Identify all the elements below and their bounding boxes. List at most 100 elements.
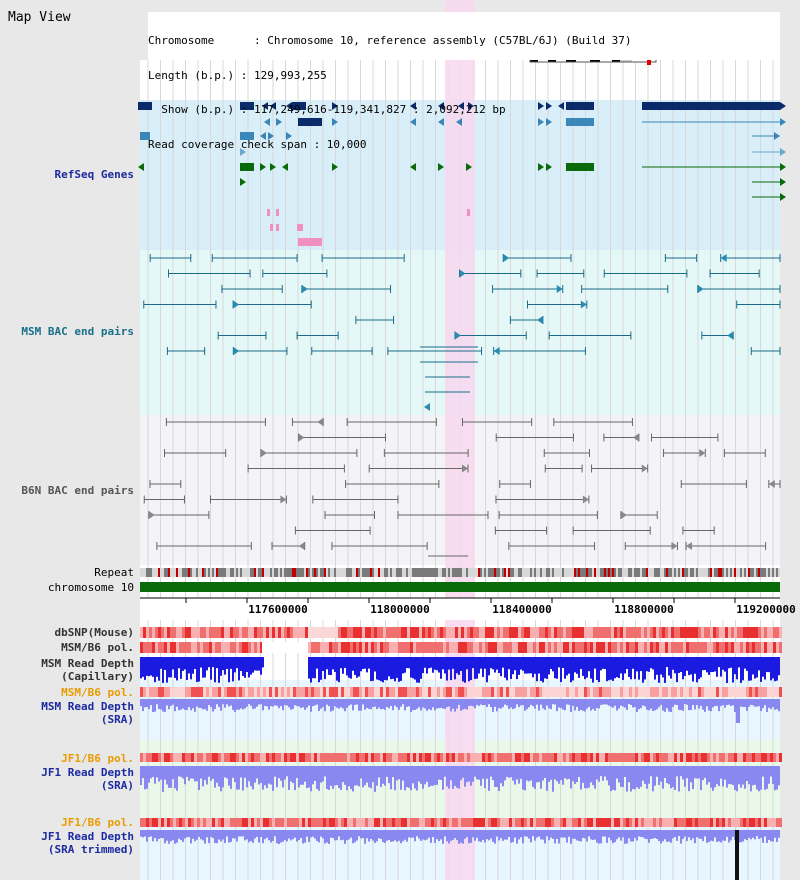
msm-sra-depth-bar [578,699,580,711]
jf1-trimmed-depth-bar [658,830,660,841]
msm-capillary-depth-bar [350,657,352,679]
msm-capillary-depth-bar [502,657,504,668]
msm-sra-depth-bar [270,699,272,707]
dbsnp-cell [524,627,527,638]
jf1-sra-depth-bar [414,766,416,789]
repeat-tick [196,568,198,577]
dbsnp-cell [593,627,596,638]
jf1-pol-cell [191,753,194,762]
jf1-trimmed-depth-bar [650,830,652,839]
repeat-tick [284,568,286,577]
repeat-tick [744,568,746,577]
jf1-pol-cell [635,753,638,762]
msm-pol-cell [524,642,527,653]
jf1-trimmed-depth-bar [618,830,620,838]
dbsnp-cell [383,627,386,638]
msm-sra-pol-cell [680,687,683,697]
msm-sra-depth-bar [550,699,552,710]
msm-sra-depth-bar [162,699,164,712]
msm-sra-depth-bar [210,699,212,708]
msm-sra-depth-bar [718,699,720,712]
repeat-tick [198,568,200,577]
jf1-pol2-cell [359,818,362,827]
dbsnp-cell [368,627,371,638]
jf1-sra-depth-bar [758,766,760,792]
dbsnp-cell [176,627,179,638]
msm-pol-cell [350,642,353,653]
repeat-tick [242,568,244,577]
msm-pol-cell [434,642,437,653]
msm-sra-depth-bar [332,699,334,711]
jf1-trimmed-depth-bar [576,830,578,841]
msm-capillary-depth-bar [478,657,480,674]
msm-capillary-depth-bar [348,657,350,678]
track-label-msm-depth-capillary-sub: (Capillary) [61,670,134,683]
repeat-tick [498,568,500,577]
jf1-pol2-cell [386,818,389,827]
jf1-sra-depth-bar [624,766,626,778]
jf1-trimmed-depth-bar [346,830,348,841]
jf1-sra-depth-bar [576,766,578,783]
jf1-pol-cell [692,753,695,762]
jf1-trimmed-depth-bar [252,830,254,843]
msm-sra-pol-cell [521,687,524,697]
msm-capillary-depth-bar [214,657,216,683]
msm-sra-depth-bar [470,699,472,706]
msm-capillary-depth-bar [560,657,562,683]
msm-sra-pol-cell [545,687,548,697]
repeat-tick [168,568,170,577]
msm-sra-depth-bar [196,699,198,707]
msm-capillary-depth-bar [622,657,624,680]
dbsnp-cell [308,627,338,638]
repeat-tick [156,568,158,577]
jf1-trimmed-depth-bar [508,830,510,837]
msm-capillary-depth-bar [158,657,160,681]
dbsnp-cell [221,627,224,638]
jf1-trimmed-depth-bar [240,830,242,837]
msm-pol-cell [578,642,581,653]
jf1-pol2-cell [530,818,533,827]
repeat-tick [210,568,212,577]
jf1-sra-depth-bar [238,766,240,790]
msm-pol-cell [353,642,356,653]
msm-pol-cell [482,642,485,653]
dbsnp-cell [194,627,197,638]
msm-sra-depth-bar [324,699,326,712]
msm-sra-pol-cell [512,687,515,697]
msm-sra-depth-bar [336,699,338,708]
repeat-tick [442,568,444,577]
jf1-pol2-cell [218,818,221,827]
jf1-pol2-cell [764,818,767,827]
track-label-msm-bac: MSM BAC end pairs [21,325,134,338]
arrow-glyph [438,102,444,110]
jf1-sra-depth-bar [372,766,374,783]
repeat-tick [350,568,352,577]
msm-sra-depth-bar [168,699,170,710]
dbsnp-cell [602,627,605,638]
jf1-trimmed-depth-bar [310,830,312,838]
dbsnp-cell [299,627,302,638]
msm-pol-cell [758,642,761,653]
repeat-tick [754,568,756,577]
msm-pol-cell [215,642,218,653]
msm-pol-cell [452,642,455,653]
jf1-sra-depth-bar [462,766,464,778]
arrow-glyph [264,118,270,126]
jf1-pol2-cell [776,818,779,827]
msm-pol-cell [500,642,503,653]
repeat-tick [632,568,634,577]
msm-capillary-depth-bar [546,657,548,679]
msm-sra-depth-bar [242,699,244,710]
jf1-sra-depth-bar [518,766,520,784]
msm-pol-cell [425,642,428,653]
dbsnp-cell [488,627,491,638]
msm-sra-depth-bar [460,699,462,711]
jf1-trimmed-depth-bar [464,830,466,839]
msm-sra-depth-bar [290,699,292,710]
msm-capillary-depth-bar [660,657,662,675]
msm-capillary-depth-bar [222,657,224,671]
repeat-tick [364,568,366,577]
jf1-pol-cell [452,753,455,762]
jf1-pol-cell [290,753,293,762]
repeat-tick [320,568,322,577]
